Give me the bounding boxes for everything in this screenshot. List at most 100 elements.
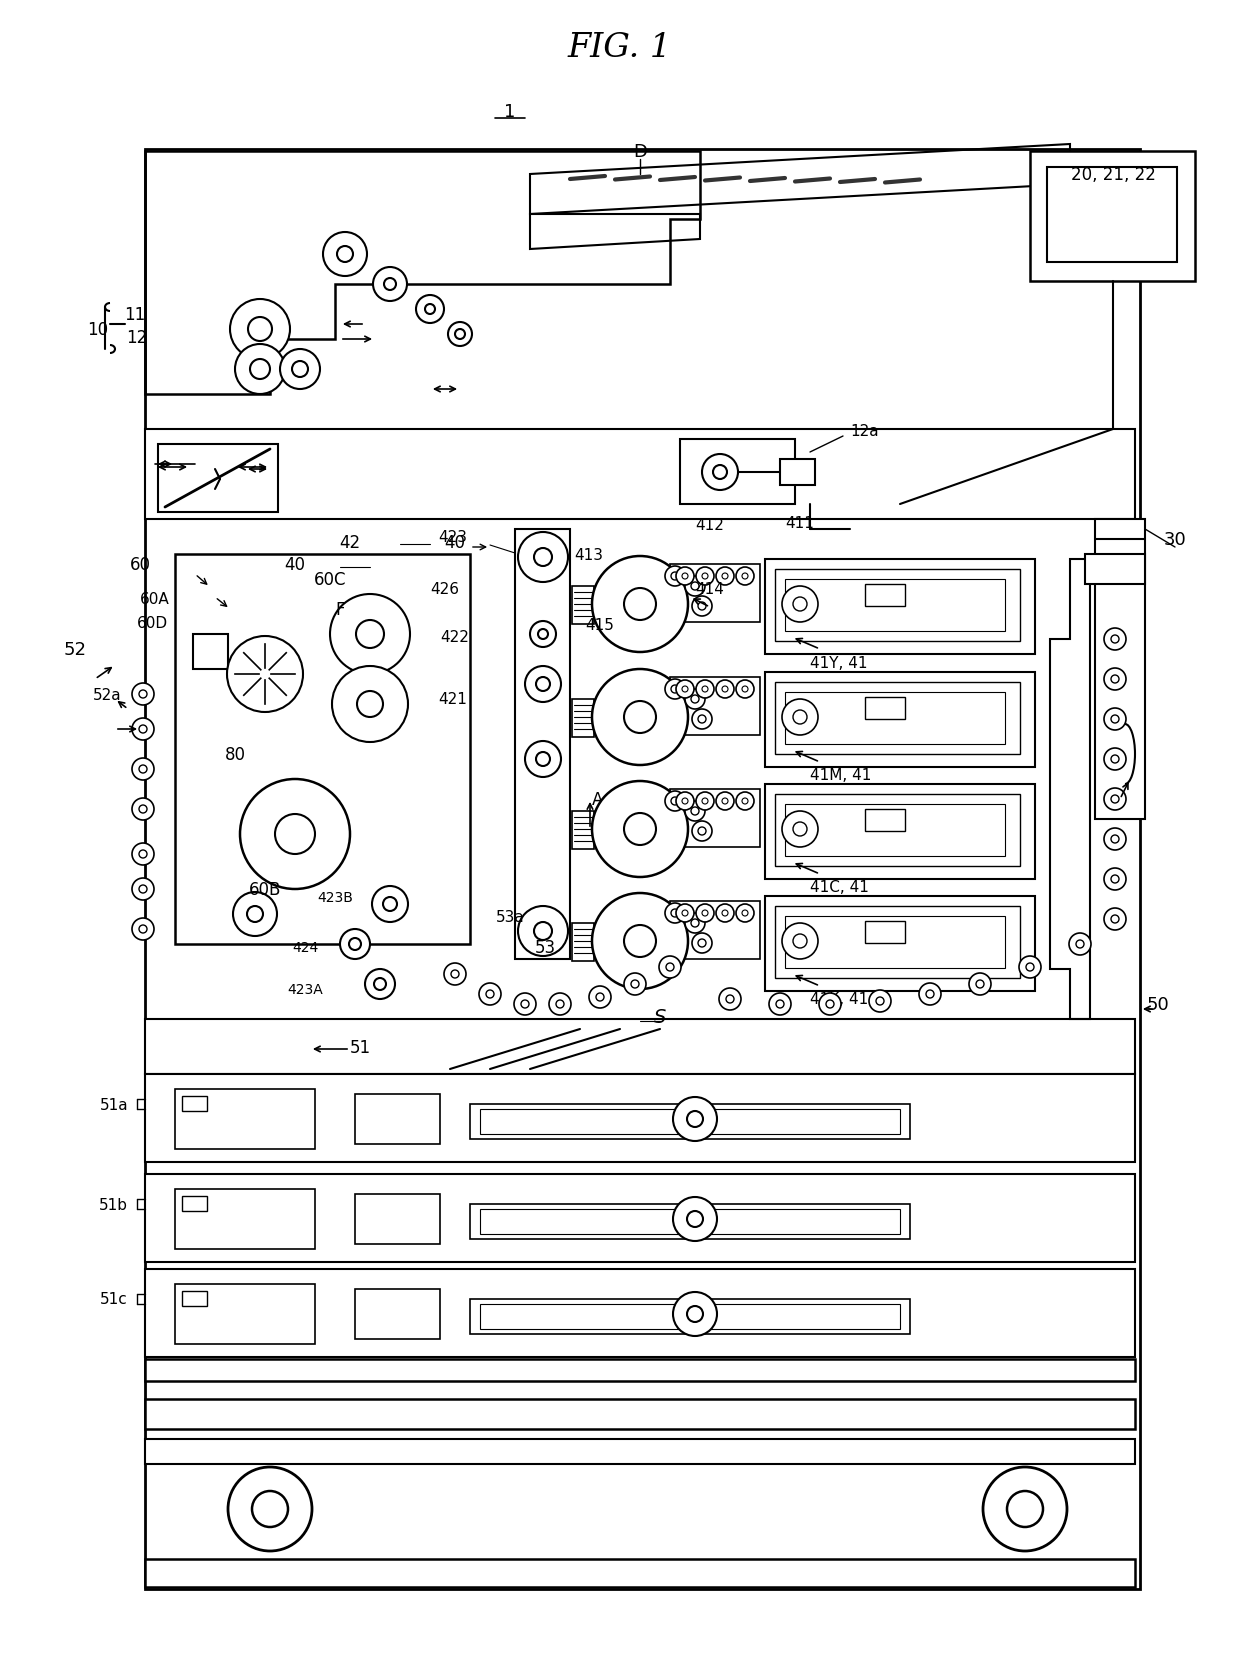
- Circle shape: [518, 906, 568, 956]
- Circle shape: [719, 989, 742, 1011]
- Circle shape: [692, 822, 712, 842]
- Text: 42: 42: [340, 534, 361, 552]
- Text: 12a: 12a: [849, 424, 879, 439]
- Circle shape: [357, 691, 383, 717]
- Circle shape: [549, 994, 570, 1016]
- Text: 426: 426: [430, 582, 460, 597]
- Bar: [193, 635, 228, 669]
- Bar: [145, 1559, 1135, 1587]
- Circle shape: [676, 905, 694, 923]
- Bar: [355, 1195, 440, 1244]
- Bar: [780, 459, 815, 486]
- Circle shape: [229, 300, 290, 360]
- Text: 20, 21, 22: 20, 21, 22: [1070, 166, 1156, 184]
- Circle shape: [794, 598, 807, 611]
- Text: 60: 60: [129, 555, 150, 573]
- Circle shape: [348, 938, 361, 951]
- Circle shape: [715, 792, 734, 810]
- Circle shape: [131, 878, 154, 900]
- Circle shape: [715, 568, 734, 585]
- Bar: [670, 789, 760, 847]
- Bar: [355, 1094, 440, 1145]
- Circle shape: [794, 711, 807, 724]
- Circle shape: [665, 903, 684, 923]
- Circle shape: [591, 893, 688, 989]
- Bar: [470, 1205, 910, 1239]
- Circle shape: [330, 595, 410, 674]
- Circle shape: [538, 630, 548, 640]
- Circle shape: [252, 1491, 288, 1528]
- Text: F: F: [335, 600, 345, 618]
- Circle shape: [658, 956, 681, 978]
- Circle shape: [139, 691, 148, 699]
- Circle shape: [782, 812, 818, 847]
- Circle shape: [676, 568, 694, 585]
- Circle shape: [666, 963, 675, 971]
- Circle shape: [515, 994, 536, 1016]
- Bar: [1085, 555, 1145, 585]
- Circle shape: [374, 978, 386, 991]
- Text: 52a: 52a: [93, 688, 122, 703]
- Text: 411: 411: [786, 515, 815, 530]
- Bar: [765, 784, 1035, 880]
- Circle shape: [233, 893, 277, 936]
- Circle shape: [826, 1001, 835, 1009]
- Circle shape: [742, 573, 748, 580]
- Circle shape: [671, 797, 680, 805]
- Bar: [145, 1399, 1135, 1428]
- Circle shape: [715, 905, 734, 923]
- Circle shape: [1104, 628, 1126, 651]
- Bar: [145, 1019, 1135, 1074]
- Circle shape: [725, 996, 734, 1004]
- Circle shape: [665, 792, 684, 812]
- Text: 52: 52: [63, 641, 87, 658]
- Text: 423: 423: [439, 530, 467, 545]
- Circle shape: [591, 557, 688, 653]
- Circle shape: [682, 799, 688, 805]
- Circle shape: [702, 910, 708, 916]
- Text: 421: 421: [439, 693, 467, 708]
- Circle shape: [702, 799, 708, 805]
- Circle shape: [742, 799, 748, 805]
- Circle shape: [518, 532, 568, 583]
- Text: 30: 30: [1163, 530, 1187, 548]
- Text: 10: 10: [88, 321, 109, 338]
- Circle shape: [737, 568, 754, 585]
- Text: 41C, 41: 41C, 41: [810, 880, 869, 895]
- Bar: [785, 805, 1004, 857]
- Bar: [670, 901, 760, 959]
- Bar: [145, 1440, 1135, 1465]
- Circle shape: [737, 681, 754, 699]
- Circle shape: [1111, 716, 1118, 724]
- Circle shape: [698, 827, 706, 835]
- Text: 80: 80: [224, 746, 246, 764]
- Text: 12: 12: [126, 328, 148, 346]
- Bar: [1047, 167, 1177, 263]
- Circle shape: [139, 850, 148, 858]
- Circle shape: [624, 701, 656, 734]
- Circle shape: [1104, 868, 1126, 890]
- Circle shape: [673, 1198, 717, 1241]
- Circle shape: [486, 991, 494, 999]
- Circle shape: [247, 906, 263, 923]
- Bar: [480, 1210, 900, 1234]
- Circle shape: [794, 935, 807, 948]
- Circle shape: [1007, 1491, 1043, 1528]
- Text: 423A: 423A: [288, 983, 322, 996]
- Bar: [1095, 520, 1145, 820]
- Text: S: S: [653, 1007, 666, 1027]
- Text: 41K, 41: 41K, 41: [810, 993, 868, 1007]
- Bar: [785, 693, 1004, 744]
- Circle shape: [684, 913, 706, 933]
- Circle shape: [479, 983, 501, 1006]
- Circle shape: [665, 567, 684, 587]
- Bar: [572, 699, 594, 737]
- Circle shape: [425, 305, 435, 315]
- Bar: [145, 149, 1140, 1589]
- Circle shape: [691, 920, 699, 928]
- Circle shape: [448, 323, 472, 346]
- Circle shape: [131, 843, 154, 865]
- Circle shape: [696, 905, 714, 923]
- Text: 422: 422: [440, 630, 470, 645]
- Circle shape: [131, 759, 154, 780]
